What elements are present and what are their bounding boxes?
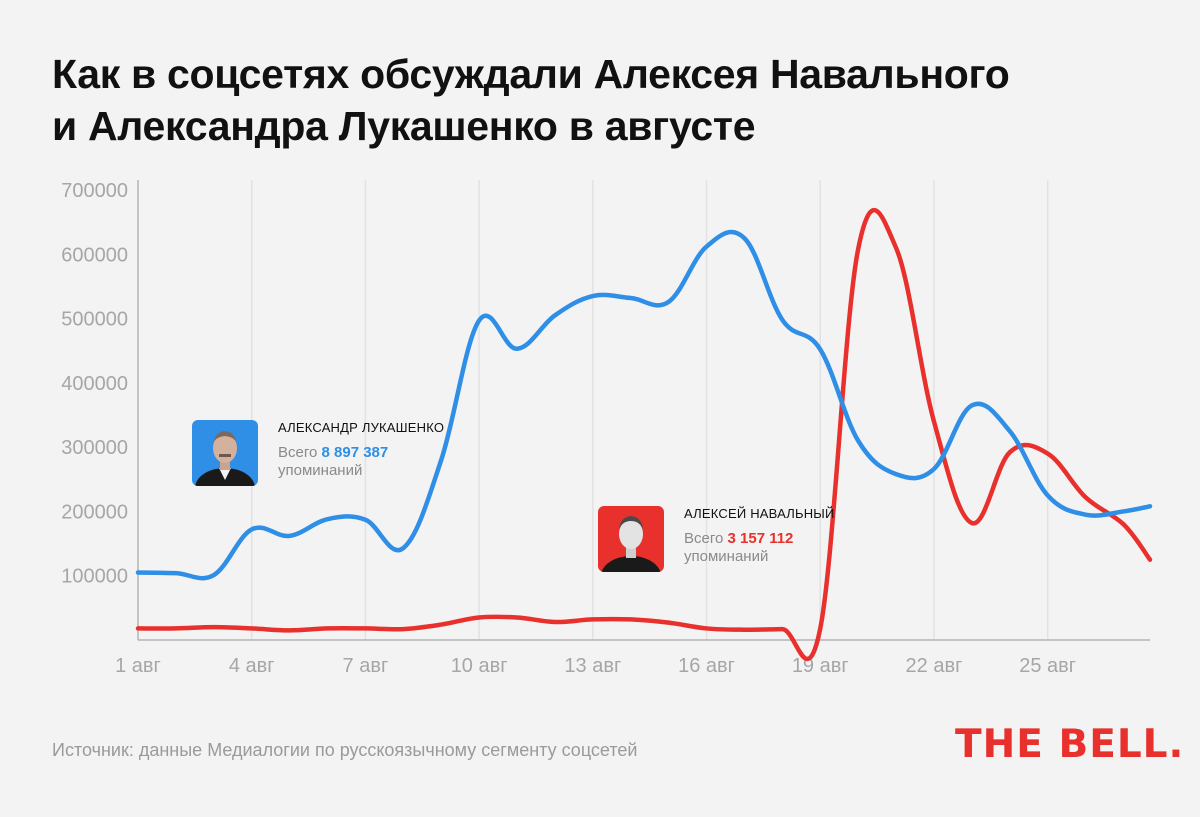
y-tick-label: 400000 xyxy=(61,373,128,395)
legend-lukashenko-total-value: 8 897 387 xyxy=(321,444,389,461)
chart-series xyxy=(135,207,1153,662)
lukashenko-photo xyxy=(192,420,258,486)
series-line xyxy=(135,229,1153,581)
series-line xyxy=(135,207,1153,662)
x-tick-label: 10 авг xyxy=(451,655,508,677)
source-note: Источник: данные Медиалогии по русскоязы… xyxy=(52,740,638,760)
x-tick-label: 16 авг xyxy=(678,655,735,677)
chart-axes xyxy=(137,180,1150,641)
legend-navalny-total: Всего 3 157 112 упоминаний xyxy=(684,530,793,566)
legend-lukashenko-total-prefix: Всего xyxy=(278,444,322,461)
y-tick-label: 500000 xyxy=(61,309,128,331)
chart-grid xyxy=(250,180,1049,640)
chart-title-line-2: и Александра Лукашенко в августе xyxy=(52,103,756,149)
legend-navalny-total-value: 3 157 112 xyxy=(727,530,794,547)
legend-lukashenko-total: Всего 8 897 387 упоминаний xyxy=(278,444,388,480)
x-tick-label: 25 авг xyxy=(1019,655,1076,677)
navalny-photo xyxy=(598,506,664,572)
x-tick-label: 19 авг xyxy=(792,655,849,677)
legend-navalny-total-prefix: Всего xyxy=(684,530,728,547)
x-tick-label: 7 авг xyxy=(343,655,389,677)
y-axis-ticks: 100000 200000 300000 400000 500000 600000 7000… xyxy=(61,180,128,588)
y-tick-label: 100000 xyxy=(61,566,128,588)
y-tick-label: 700000 xyxy=(61,180,128,202)
legend-navalny-total-suffix: упоминаний xyxy=(684,548,769,565)
x-tick-label: 4 авг xyxy=(229,655,275,677)
legend-navalny-name: АЛЕКСЕЙ НАВАЛЬНЫЙ xyxy=(684,506,835,521)
the-bell-logo: THE BELL. xyxy=(955,722,1185,767)
legend-lukashenko-total-suffix: упоминаний xyxy=(278,462,363,479)
legend-lukashenko-name: АЛЕКСАНДР ЛУКАШЕНКО xyxy=(278,420,445,435)
y-tick-label: 200000 xyxy=(61,501,128,523)
chart-title: Как в соцсетях обсуждали Алексея Навальн… xyxy=(52,48,1152,152)
y-tick-label: 300000 xyxy=(61,437,128,459)
x-tick-label: 22 авг xyxy=(906,655,963,677)
x-tick-label: 1 авг xyxy=(115,655,161,677)
y-tick-label: 600000 xyxy=(61,244,128,266)
x-axis-ticks: 1 авг 4 авг 7 авг 10 авг 13 авг 16 авг 19 авг 2… xyxy=(115,655,1076,677)
chart-title-line-1: Как в соцсетях обсуждали Алексея Навальн… xyxy=(52,51,1010,97)
x-tick-label: 13 авг xyxy=(564,655,621,677)
